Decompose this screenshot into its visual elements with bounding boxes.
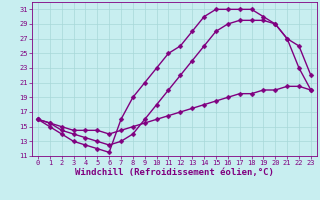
X-axis label: Windchill (Refroidissement éolien,°C): Windchill (Refroidissement éolien,°C) [75,168,274,177]
